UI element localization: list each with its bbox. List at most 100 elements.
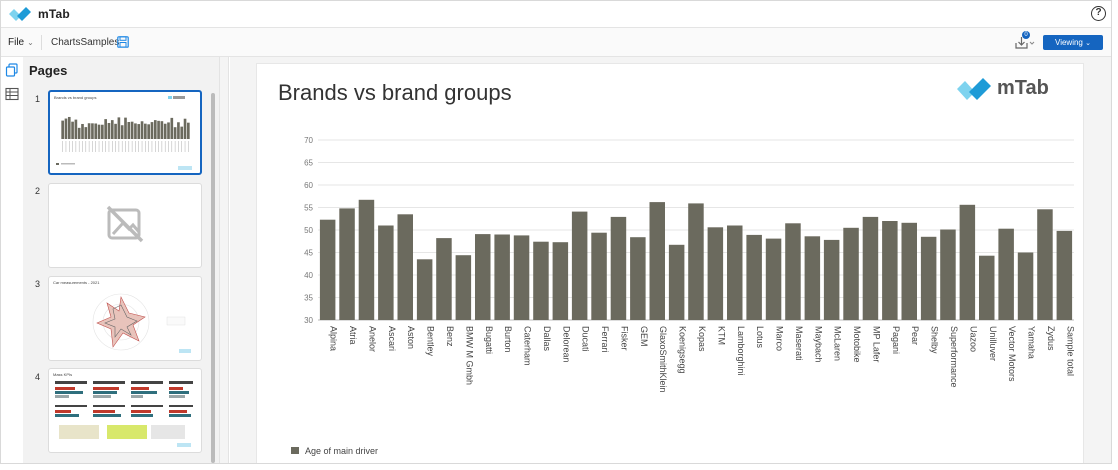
thumbnail-bar (130, 121, 134, 139)
viewing-mode-button[interactable]: Viewing ⌄ (1043, 35, 1103, 50)
x-tick-label: Kopas (697, 326, 707, 352)
thumbnail-bar (187, 122, 190, 139)
pages-icon[interactable] (5, 63, 19, 77)
page-number: 4 (35, 372, 41, 382)
brand-logo-text: mTab (997, 77, 1049, 99)
x-tick-label: KTM (716, 326, 726, 345)
x-tick-label: Motobike (852, 326, 862, 363)
x-tick-label: Benz (445, 326, 455, 347)
thumbnail-bar (77, 127, 81, 139)
bar (998, 228, 1014, 320)
save-icon[interactable] (117, 36, 129, 48)
y-tick-label: 55 (304, 204, 313, 213)
export-button[interactable]: 0 (1014, 31, 1036, 50)
slide: Brands vs brand groups mTab 30 35 40 45 50 55… (256, 63, 1084, 463)
bar (552, 242, 569, 320)
x-tick-label: Vector Motors (1007, 326, 1017, 382)
bar (1056, 230, 1073, 320)
bar (688, 203, 704, 320)
x-tick-label: Uazoo (968, 326, 978, 352)
bar (940, 229, 956, 320)
pages-panel: Pages 1 Brands vs brand groups 2 3 Car m… (23, 57, 219, 463)
x-tick-label: GlaxoSmithKlein (658, 326, 668, 393)
thumbnail-bar (114, 123, 117, 139)
bar (785, 223, 801, 321)
bar (882, 221, 898, 320)
document-name[interactable]: ChartsSamples (51, 37, 120, 48)
thumbnail-bar (167, 122, 170, 139)
x-tick-label: Ferrari (600, 326, 610, 353)
thumbnail-bar (150, 122, 154, 139)
bar (571, 211, 588, 320)
bar (804, 236, 821, 320)
mtab-logo-icon (957, 78, 991, 100)
bar (475, 234, 491, 320)
bar (436, 238, 452, 320)
x-tick-label: Fisker (620, 326, 630, 351)
bar (668, 244, 685, 320)
thumbnail-kpi-tables (55, 381, 193, 447)
bar-chart: 30 35 40 45 50 55 60 65 70 Alpina Atria Anelor Ascar… (291, 136, 1075, 456)
thumbnail-bar (84, 127, 88, 139)
x-tick-label: Superformance (949, 326, 959, 388)
help-icon[interactable]: ? (1091, 6, 1106, 21)
bar (823, 239, 840, 320)
x-tick-label: Alpina (329, 326, 339, 351)
thumbnail-bar (153, 120, 157, 139)
thumbnail-bar (67, 116, 71, 139)
thumbnail-bar (74, 119, 78, 139)
bar (843, 227, 859, 321)
page-thumbnail-1[interactable]: Brands vs brand groups (48, 90, 202, 175)
file-menu[interactable]: File ⌄ (8, 37, 34, 48)
bar (358, 199, 375, 320)
bar (494, 234, 510, 320)
x-tick-label: Marco (775, 326, 785, 351)
x-tick-label: Sample total (1065, 326, 1075, 376)
bar (610, 216, 627, 320)
thumbnail-bar (117, 117, 121, 139)
panel-divider[interactable] (219, 57, 229, 463)
image-missing-icon (106, 205, 144, 243)
thumbnail-bar (134, 123, 137, 139)
viewing-label: Viewing (1055, 38, 1083, 47)
bar (416, 259, 433, 321)
download-icon (1015, 37, 1035, 49)
thumbnail-bar (177, 122, 180, 139)
thumbnail-chart (56, 96, 192, 170)
page-thumbnail-2[interactable] (48, 183, 202, 268)
bar (1037, 209, 1053, 320)
y-tick-label: 65 (304, 159, 313, 168)
page-thumbnail-title: Mass KPIs (53, 372, 73, 377)
x-tick-label: MP Lafer (872, 326, 882, 362)
bar (455, 255, 472, 320)
y-tick-label: 70 (304, 136, 313, 145)
x-tick-label: Aston (406, 326, 416, 349)
x-tick-label: Lotus (755, 326, 765, 349)
bar (378, 225, 394, 320)
page-number: 3 (35, 279, 41, 289)
x-tick-label: Atria (348, 326, 358, 345)
bar (649, 202, 665, 320)
x-tick-label: Unilluver (988, 326, 998, 361)
x-tick-label: Maserati (794, 326, 804, 361)
page-thumbnail-3[interactable]: Car measurements - 2021 (48, 276, 202, 361)
x-tick-label: Ducati (581, 326, 591, 352)
table-icon[interactable] (5, 87, 19, 101)
thumbnail-bar (157, 120, 160, 139)
y-tick-label: 35 (304, 294, 313, 303)
thumbnail-bar (127, 122, 131, 139)
x-tick-label: Shelby (930, 326, 940, 354)
thumbnail-radar-chart (92, 293, 191, 353)
page-thumbnail-4[interactable]: Mass KPIs (48, 368, 202, 453)
x-tick-label: Bentley (426, 326, 436, 357)
thumbnail-bar (104, 119, 107, 139)
bar (339, 208, 355, 320)
toolbar: File ⌄ ChartsSamples 0 Viewing ⌄ (1, 28, 1111, 57)
pages-scrollbar[interactable] (211, 93, 215, 463)
x-tick-label: Ascari (387, 326, 397, 351)
thumbnail-legend-label (61, 163, 75, 165)
file-menu-label: File (8, 37, 25, 48)
bar (746, 234, 762, 320)
thumbnail-logo-text (173, 96, 185, 99)
